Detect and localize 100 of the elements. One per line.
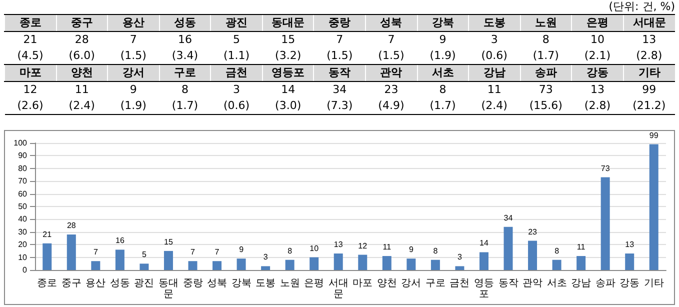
x-tick-label: 양천 xyxy=(376,278,397,289)
bar xyxy=(310,257,319,270)
bar xyxy=(625,253,634,270)
text: 3 xyxy=(490,32,499,48)
bar xyxy=(42,243,52,270)
text: (7.3) xyxy=(314,98,366,114)
text: 99 xyxy=(641,82,658,98)
bar xyxy=(212,261,222,270)
category-label: 동대문 xyxy=(262,14,314,32)
y-tick-label: 0 xyxy=(22,266,28,274)
x-tick-label: 용산 xyxy=(86,278,106,289)
y-tick-label: 80 xyxy=(18,164,28,173)
text: 7 xyxy=(335,32,344,48)
category-label: 서대문 xyxy=(623,14,675,32)
category-label: 영등포 xyxy=(262,64,314,82)
text: (1.9) xyxy=(417,48,469,64)
text: 8 xyxy=(438,82,448,98)
data-label: 7 xyxy=(190,248,196,257)
text: (3.0) xyxy=(262,98,314,114)
text: 11 xyxy=(74,82,90,98)
text: 9 xyxy=(438,32,448,48)
category-label: 송파 xyxy=(520,64,572,82)
x-tick-label: 관악 xyxy=(522,278,543,289)
bar xyxy=(66,234,76,270)
text: 11 xyxy=(486,82,502,98)
data-label: 13 xyxy=(625,240,635,249)
category-label: 은평 xyxy=(572,14,624,32)
bar xyxy=(528,240,538,270)
bar xyxy=(406,258,416,270)
x-tick-label: 중구 xyxy=(61,278,82,289)
text: (2.6) xyxy=(4,98,56,114)
text: 9 xyxy=(128,82,138,98)
y-tick-label: 50 xyxy=(18,202,28,211)
text: (15.6) xyxy=(520,98,572,114)
x-tick-label: 강서 xyxy=(401,278,422,289)
bar xyxy=(430,260,440,270)
text: (2.8) xyxy=(572,98,624,114)
x-tick-label: 강남 xyxy=(571,278,592,289)
bar xyxy=(552,260,562,270)
text: (0.6) xyxy=(468,48,520,64)
category-label: 동작 xyxy=(314,64,366,82)
bar xyxy=(285,260,294,270)
category-label: 마포 xyxy=(4,64,56,82)
x-tick-label: 강동 xyxy=(620,278,640,289)
bar xyxy=(600,177,610,270)
x-tick-label: 성동 xyxy=(110,278,130,289)
text: 12 xyxy=(22,82,38,98)
y-tick-label: 90 xyxy=(18,151,28,160)
category-label: 강서 xyxy=(108,64,160,82)
data-label: 10 xyxy=(310,244,320,253)
data-label: 11 xyxy=(382,242,392,252)
data-label: 99 xyxy=(649,130,659,140)
text: 10 xyxy=(589,32,606,48)
data-label: 16 xyxy=(115,236,125,246)
text: 14 xyxy=(280,82,296,98)
data-label: 7 xyxy=(93,248,98,257)
data-label: 12 xyxy=(358,241,368,250)
category-label: 중랑 xyxy=(314,14,366,32)
x-tick-label: 마포 xyxy=(352,278,373,289)
bar xyxy=(382,256,392,270)
text: 73 xyxy=(538,82,554,98)
x-tick-label: 은평 xyxy=(304,278,324,289)
text: 15 xyxy=(280,32,296,48)
text: 13 xyxy=(641,32,658,48)
category-label: 성동 xyxy=(159,14,211,32)
data-label: 21 xyxy=(42,230,52,239)
bar xyxy=(504,226,513,270)
x-tick-label: 송파 xyxy=(595,278,616,289)
bar xyxy=(115,250,124,270)
bar xyxy=(140,264,149,270)
category-label: 성북 xyxy=(365,14,417,32)
text: (1.5) xyxy=(365,48,417,64)
bar xyxy=(455,266,464,270)
data-label: 8 xyxy=(433,246,438,256)
category-label: 기타 xyxy=(623,64,675,82)
data-label: 9 xyxy=(408,245,414,254)
y-tick-label: 10 xyxy=(18,252,28,262)
y-tick-label: 20 xyxy=(18,240,28,250)
x-tick-label: 동작 xyxy=(498,278,518,289)
text: (2.4) xyxy=(56,98,108,114)
category-label: 광진 xyxy=(210,14,262,32)
bar xyxy=(576,256,586,270)
category-label: 중구 xyxy=(56,14,108,32)
bar xyxy=(236,258,246,270)
text: (2.4) xyxy=(468,98,520,114)
text: 23 xyxy=(383,82,400,98)
text: 28 xyxy=(74,32,90,48)
x-tick-label: 성북 xyxy=(207,278,228,289)
category-label: 서초 xyxy=(417,64,469,82)
text: (4.9) xyxy=(365,98,417,114)
category-label: 종로 xyxy=(4,14,56,32)
text: (2.8) xyxy=(623,48,675,64)
y-tick-label: 100 xyxy=(14,138,28,148)
text: (1.7) xyxy=(159,98,211,114)
x-tick-label: 강북 xyxy=(231,278,252,289)
category-label: 도봉 xyxy=(468,14,520,32)
data-label: 11 xyxy=(576,242,586,252)
text: (1.5) xyxy=(108,48,160,64)
data-label: 3 xyxy=(457,252,462,262)
category-label: 금천 xyxy=(210,64,262,82)
